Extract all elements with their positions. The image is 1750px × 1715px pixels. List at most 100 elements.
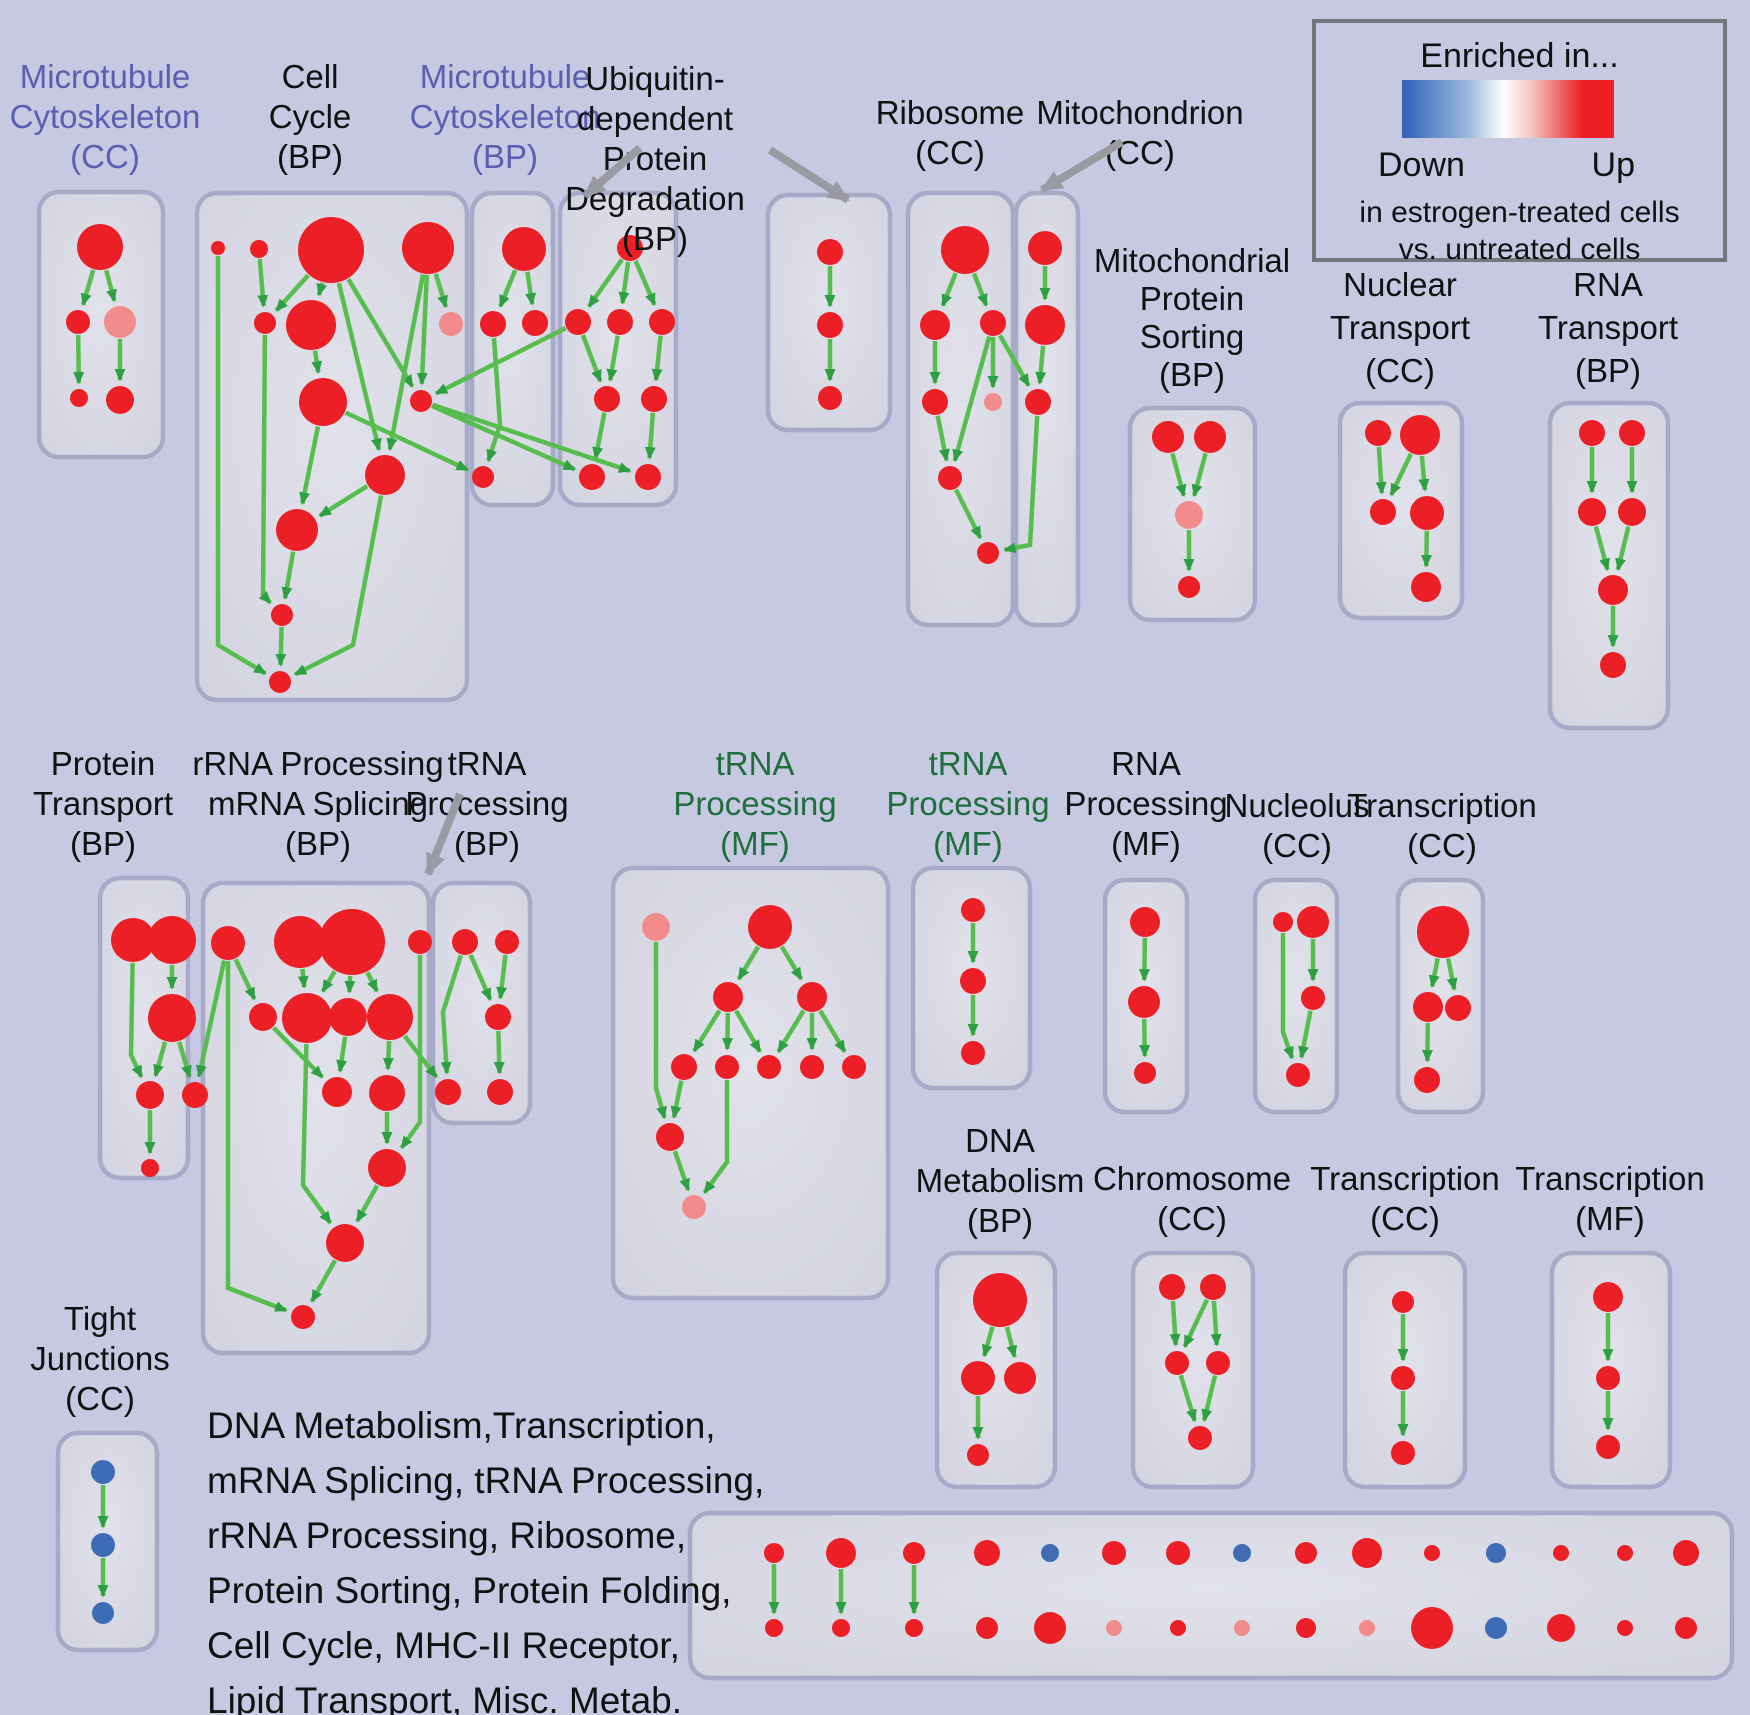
edge-cell-cycle bbox=[386, 274, 426, 451]
node-transcription-cc-mid bbox=[1413, 992, 1443, 1022]
node-chromosome bbox=[1188, 1426, 1212, 1450]
edge-nuclear-transport bbox=[1420, 530, 1432, 568]
node-ribosome bbox=[941, 226, 989, 274]
edge-protein-transport bbox=[177, 1041, 192, 1079]
node-trna-mf-large bbox=[713, 982, 743, 1012]
cross-edge bbox=[431, 403, 576, 472]
node-rna-transport bbox=[1619, 420, 1645, 446]
node-rrna-mrna bbox=[322, 1077, 352, 1107]
node-trna-mf-large bbox=[642, 913, 670, 941]
edge-trna-bp bbox=[468, 953, 493, 1001]
node-nucleolus bbox=[1301, 986, 1325, 1010]
node-ubiquitin-2 bbox=[817, 312, 843, 338]
edge-rrna-mrna bbox=[233, 958, 257, 1001]
node-nucleolus bbox=[1286, 1063, 1310, 1087]
node-ubiquitin-1 bbox=[641, 386, 667, 412]
node-rna-processing-mf bbox=[1134, 1062, 1156, 1084]
edge-cell-cycle bbox=[281, 551, 296, 600]
edge-trna-mf-large bbox=[776, 1009, 806, 1053]
edge-trna-mf-large bbox=[702, 1080, 730, 1194]
node-misc-cluster bbox=[1553, 1545, 1569, 1561]
edge-chromosome bbox=[1201, 1375, 1218, 1422]
node-microtubule-bp bbox=[480, 311, 506, 337]
group-label-protein-transport: Protein Transport (BP) bbox=[33, 745, 173, 862]
legend: Enriched in... Down Up in estrogen-treat… bbox=[1312, 19, 1727, 266]
node-rrna-mrna bbox=[329, 998, 367, 1036]
node-rrna-mrna bbox=[367, 994, 413, 1040]
edge-trna-mf-large bbox=[818, 1009, 847, 1053]
node-chromosome bbox=[1159, 1274, 1185, 1300]
edge-trna-mf-large bbox=[734, 1009, 762, 1053]
edge-rrna-mrna bbox=[309, 1259, 338, 1303]
annotation-line: rRNA Processing, Ribosome, bbox=[207, 1515, 687, 1556]
node-microtubule-cc bbox=[106, 386, 134, 414]
edge-microtubule-cc bbox=[80, 269, 96, 307]
edge-ribosome bbox=[971, 272, 989, 307]
node-misc-cluster bbox=[974, 1540, 1000, 1566]
edge-ubiquitin-1 bbox=[618, 261, 631, 305]
group-label-chromosome: Chromosome (CC) bbox=[1093, 1160, 1291, 1237]
node-protein-transport bbox=[111, 918, 155, 962]
cross-edge bbox=[434, 326, 567, 396]
edge-transcription-cc-mid bbox=[1445, 958, 1458, 991]
edge-rrna-mrna bbox=[336, 1036, 348, 1073]
group-label-transcription-cc-mid: Transcription (CC) bbox=[1347, 787, 1537, 864]
node-misc-cluster bbox=[976, 1617, 998, 1639]
edge-ubiquitin-1 bbox=[644, 412, 656, 460]
edge-ubiquitin-1 bbox=[587, 258, 624, 308]
node-nucleolus bbox=[1273, 912, 1293, 932]
edge-transcription-cc-mid bbox=[1421, 1022, 1433, 1063]
node-ribosome bbox=[980, 310, 1006, 336]
edge-microtubule-bp bbox=[486, 337, 503, 463]
node-rna-transport bbox=[1598, 575, 1628, 605]
edge-trna-bp bbox=[493, 1030, 505, 1075]
node-microtubule-cc bbox=[77, 224, 123, 270]
node-misc-cluster bbox=[826, 1538, 856, 1568]
node-misc-cluster bbox=[1295, 1542, 1317, 1564]
node-ribosome bbox=[920, 310, 950, 340]
cross-edge bbox=[195, 960, 227, 1078]
edge-rna-transport bbox=[1615, 526, 1631, 572]
legend-down-label: Down bbox=[1378, 146, 1465, 184]
edge-nuclear-transport bbox=[1418, 455, 1430, 492]
group-label-cell-cycle: Cell Cycle (BP) bbox=[269, 58, 352, 175]
node-misc-cluster bbox=[903, 1542, 925, 1564]
node-rrna-mrna bbox=[368, 1149, 406, 1187]
layer-labels: Microtubule Cytoskeleton (CC) Cell Cycle (BP)… bbox=[10, 58, 1705, 1417]
node-trna-mf-small bbox=[961, 898, 985, 922]
node-misc-cluster bbox=[1675, 1617, 1697, 1639]
node-misc-cluster bbox=[1547, 1614, 1575, 1642]
edge-protein-transport bbox=[153, 1041, 168, 1078]
edge-nuclear-transport bbox=[1375, 446, 1387, 495]
node-misc-cluster bbox=[1041, 1544, 1059, 1562]
node-trna-mf-large bbox=[800, 1055, 824, 1079]
edge-trna-mf-large bbox=[721, 1012, 733, 1051]
cross-edge bbox=[344, 410, 469, 472]
node-misc-cluster bbox=[1166, 1541, 1190, 1565]
edge-rrna-mrna bbox=[355, 1184, 380, 1223]
edge-mito-protein-sorting bbox=[1191, 452, 1208, 498]
node-trna-bp bbox=[435, 1079, 461, 1105]
node-trna-mf-large bbox=[757, 1055, 781, 1079]
node-cell-cycle bbox=[286, 300, 336, 350]
node-misc-cluster bbox=[1424, 1545, 1440, 1561]
edge-rrna-mrna bbox=[300, 1043, 333, 1225]
node-misc-cluster bbox=[1234, 1620, 1250, 1636]
layer-edges bbox=[73, 256, 1638, 1615]
group-label-trna-mf-large: tRNA Processing (MF) bbox=[673, 745, 836, 862]
node-transcription-cc-mid bbox=[1414, 1067, 1440, 1093]
group-label-dna-metabolism: DNA Metabolism (BP) bbox=[916, 1122, 1085, 1239]
node-transcription-cc-bottom bbox=[1391, 1366, 1415, 1390]
edge-cell-cycle bbox=[299, 426, 321, 505]
node-ubiquitin-1 bbox=[565, 309, 591, 335]
edge-cell-cycle bbox=[316, 282, 328, 297]
node-nuclear-transport bbox=[1410, 496, 1444, 530]
node-cell-cycle bbox=[271, 604, 293, 626]
label-pointer-arrow bbox=[424, 792, 464, 876]
node-misc-cluster bbox=[905, 1619, 923, 1637]
group-box-nucleolus bbox=[1252, 877, 1340, 1115]
edge-cell-cycle bbox=[258, 334, 272, 605]
node-transcription-cc-mid bbox=[1445, 995, 1471, 1021]
node-misc-cluster bbox=[1170, 1620, 1186, 1636]
